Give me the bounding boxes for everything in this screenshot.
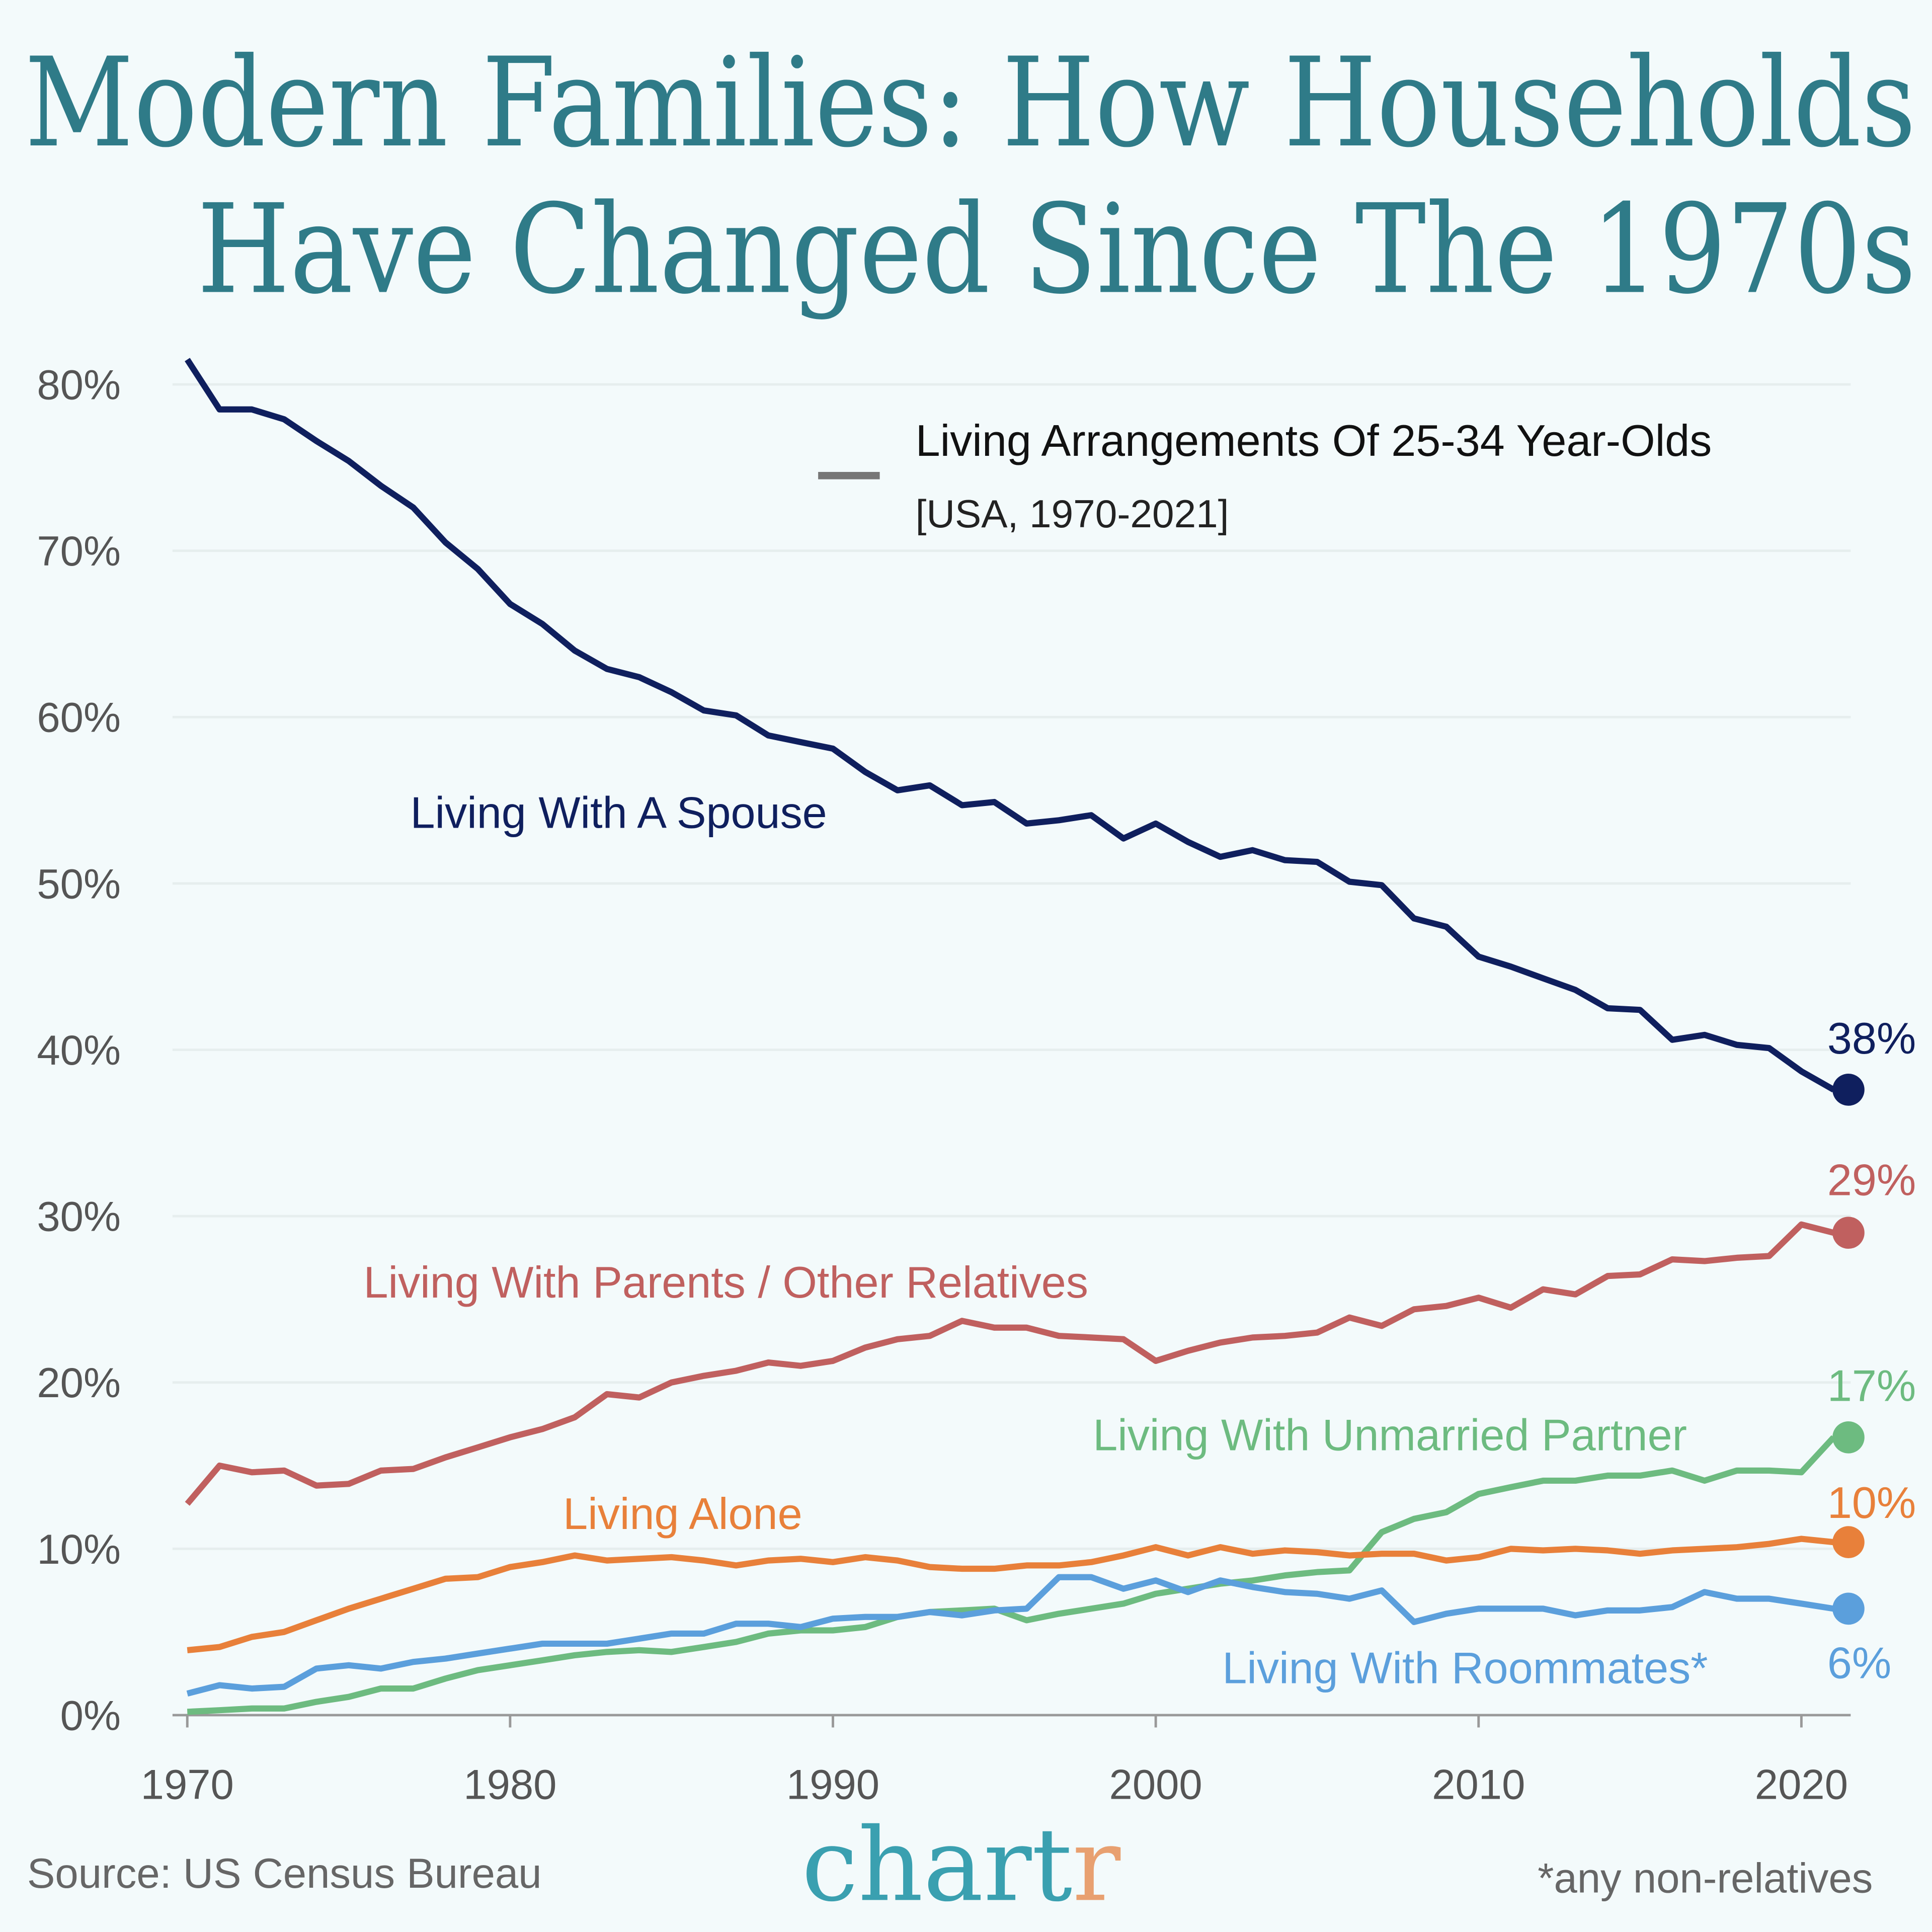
end-point-living-with-a-spouse (1832, 1074, 1865, 1106)
chartr-logo: chartr (801, 1807, 1120, 1924)
x-tick-label: 2010 (1432, 1761, 1525, 1808)
series-label-parents: Living With Parents / Other Relatives (363, 1257, 1088, 1307)
source-note: Source: US Census Bureau (27, 1850, 542, 1897)
line-living-with-parents-other-relatives (185, 1221, 1835, 1506)
x-tick-label: 1970 (141, 1761, 234, 1808)
logo-main-text: chart (801, 1807, 1072, 1924)
line-living-with-unmarried-partner (187, 1435, 1836, 1715)
x-tick-label: 2020 (1755, 1761, 1848, 1808)
end-label-roommates: 6% (1827, 1638, 1891, 1688)
x-axis: 1970 1980 1990 2000 2010 2020 (141, 1714, 1851, 1808)
end-point-living-with-roommates (1832, 1592, 1865, 1625)
gridlines (172, 383, 1851, 1550)
x-tick-label: 2000 (1109, 1761, 1202, 1808)
end-label-parents: 29% (1827, 1155, 1916, 1205)
series-lines (185, 358, 1865, 1715)
y-tick-label: 20% (37, 1359, 121, 1406)
y-tick-label: 30% (37, 1193, 121, 1240)
y-tick-label: 60% (37, 694, 121, 741)
line-living-with-roommates (186, 1574, 1834, 1697)
y-tick-label: 70% (37, 528, 121, 575)
legend-title: Living Arrangements Of 25-34 Year-Olds (916, 416, 1712, 465)
legend-subtitle: [USA, 1970-2021] (916, 492, 1229, 536)
y-tick-label: 50% (37, 860, 121, 907)
series-label-partner: Living With Unmarried Partner (1093, 1410, 1687, 1460)
y-tick-label: 0% (60, 1692, 121, 1739)
y-tick-label: 10% (37, 1526, 121, 1573)
end-label-alone: 10% (1827, 1478, 1916, 1527)
end-label-partner: 17% (1827, 1360, 1916, 1410)
line-living-alone (187, 1536, 1834, 1654)
x-tick-label: 1990 (786, 1761, 879, 1808)
title-line-1: Modern Families: How Households (25, 31, 1916, 175)
end-label-spouse: 38% (1827, 1013, 1916, 1063)
series-label-spouse: Living With A Spouse (411, 788, 827, 838)
end-point-living-with-parents-other-relatives (1832, 1217, 1865, 1249)
y-axis: 0% 10% 20% 30% 40% 50% 60% 70% 80% (37, 361, 121, 1739)
y-tick-label: 40% (37, 1027, 121, 1074)
y-tick-label: 80% (37, 361, 121, 408)
series-label-roommates: Living With Roommates* (1222, 1643, 1708, 1693)
line-living-with-a-spouse (185, 358, 1835, 1093)
end-point-living-alone (1832, 1526, 1865, 1558)
x-tick-label: 1980 (463, 1761, 556, 1808)
logo-accent-text: r (1072, 1807, 1120, 1924)
title-line-2: Have Changed Since The 1970s (197, 178, 1916, 321)
footnote: *any non-relatives (1538, 1855, 1873, 1902)
series-label-alone: Living Alone (563, 1489, 802, 1539)
end-point-living-with-unmarried-partner (1832, 1421, 1865, 1454)
